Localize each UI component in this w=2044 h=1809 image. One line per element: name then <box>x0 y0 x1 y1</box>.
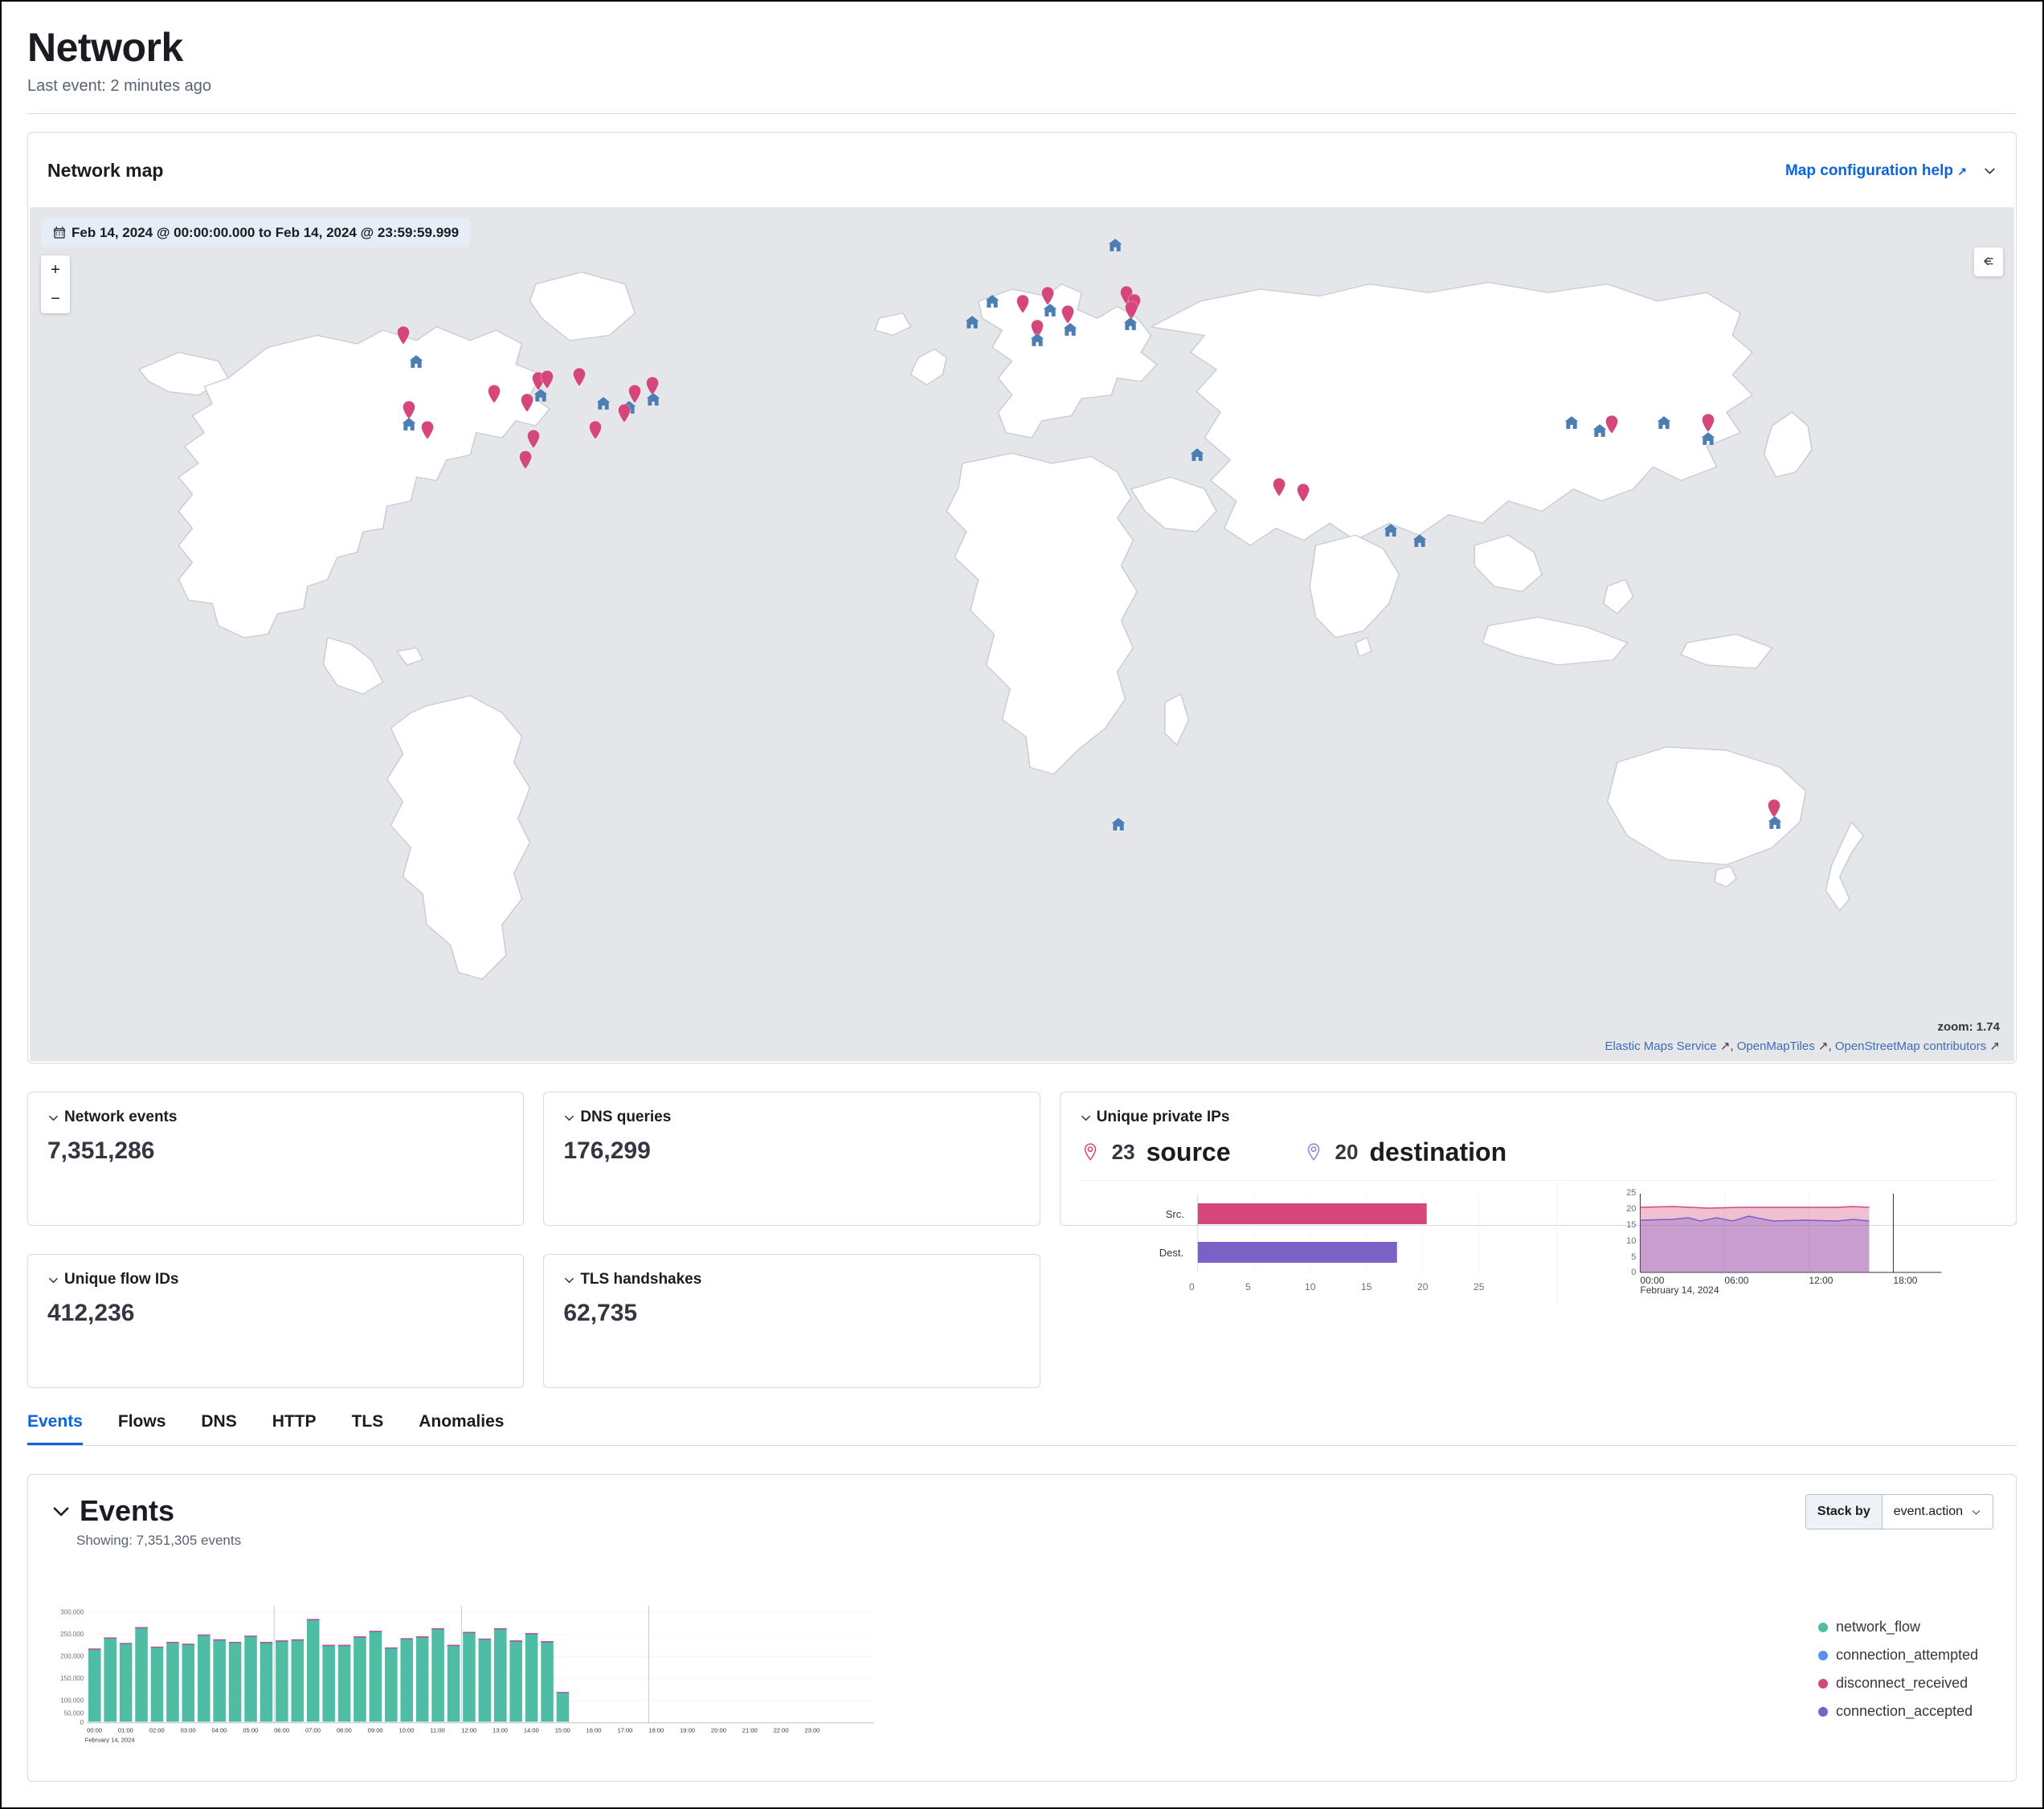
svg-text:15: 15 <box>1626 1220 1636 1230</box>
svg-text:17:00: 17:00 <box>617 1727 632 1734</box>
svg-text:13:00: 13:00 <box>493 1727 508 1734</box>
svg-text:15:00: 15:00 <box>555 1727 570 1734</box>
svg-text:07:00: 07:00 <box>305 1727 321 1734</box>
svg-text:February 14, 2024: February 14, 2024 <box>85 1737 135 1744</box>
svg-text:11:00: 11:00 <box>430 1727 444 1734</box>
svg-text:22:00: 22:00 <box>774 1727 789 1734</box>
svg-text:19:00: 19:00 <box>680 1727 695 1734</box>
svg-text:100,000: 100,000 <box>60 1697 84 1705</box>
svg-text:01:00: 01:00 <box>118 1727 133 1734</box>
svg-text:03:00: 03:00 <box>181 1727 196 1734</box>
svg-text:20: 20 <box>1626 1204 1636 1214</box>
svg-text:Src.: Src. <box>1165 1208 1183 1220</box>
svg-text:10: 10 <box>1626 1236 1636 1246</box>
svg-text:00:00: 00:00 <box>87 1727 102 1734</box>
svg-text:18:00: 18:00 <box>648 1727 664 1734</box>
svg-text:16:00: 16:00 <box>587 1727 602 1734</box>
svg-text:23:00: 23:00 <box>804 1727 820 1734</box>
svg-text:04:00: 04:00 <box>211 1727 227 1734</box>
svg-text:300,000: 300,000 <box>60 1609 84 1616</box>
svg-text:12:00: 12:00 <box>461 1727 476 1734</box>
svg-text:05:00: 05:00 <box>243 1727 258 1734</box>
svg-text:0: 0 <box>80 1719 84 1726</box>
svg-text:09:00: 09:00 <box>368 1727 383 1734</box>
svg-text:200,000: 200,000 <box>60 1653 84 1660</box>
svg-text:21:00: 21:00 <box>742 1727 758 1734</box>
svg-text:50,000: 50,000 <box>64 1709 84 1717</box>
svg-text:14:00: 14:00 <box>524 1727 539 1734</box>
svg-text:06:00: 06:00 <box>274 1727 289 1734</box>
svg-text:250,000: 250,000 <box>60 1631 84 1638</box>
svg-text:25: 25 <box>1626 1188 1636 1198</box>
svg-text:20:00: 20:00 <box>711 1727 726 1734</box>
svg-text:10:00: 10:00 <box>399 1727 415 1734</box>
svg-text:08:00: 08:00 <box>337 1727 352 1734</box>
svg-text:150,000: 150,000 <box>60 1675 84 1682</box>
svg-text:02:00: 02:00 <box>149 1727 165 1734</box>
